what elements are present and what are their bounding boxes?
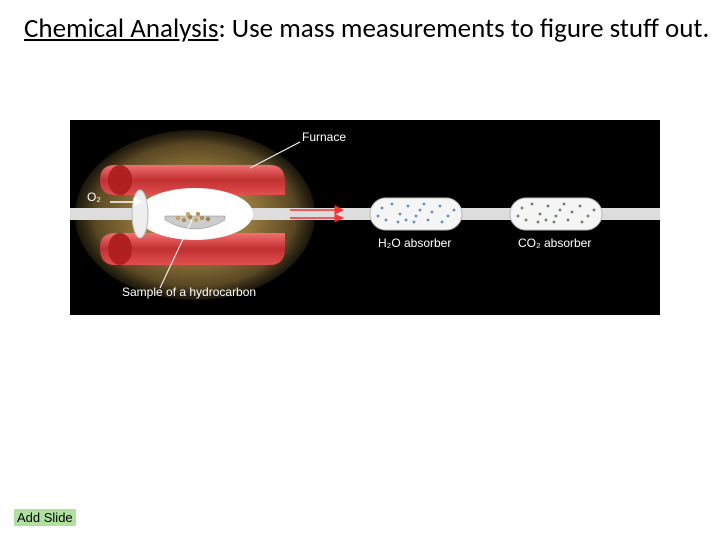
title-rest: : Use mass measurements to figure stuff … [218, 12, 709, 45]
furnace-label: Furnace [302, 130, 346, 144]
sample-label: Sample of a hydrocarbon [122, 285, 256, 299]
slide-title: Chemical Analysis: Use mass measurements… [24, 12, 709, 46]
combustion-analysis-diagram: O₂ Furnace Sample of a hydrocarbon H₂O a… [70, 120, 660, 315]
co2-absorber-label: CO₂ absorber [518, 236, 591, 250]
h2o-absorber-label: H₂O absorber [378, 236, 451, 250]
add-slide-button[interactable]: Add Slide [14, 509, 76, 526]
title-underlined: Chemical Analysis [24, 12, 218, 45]
o2-label: O₂ [87, 190, 101, 204]
